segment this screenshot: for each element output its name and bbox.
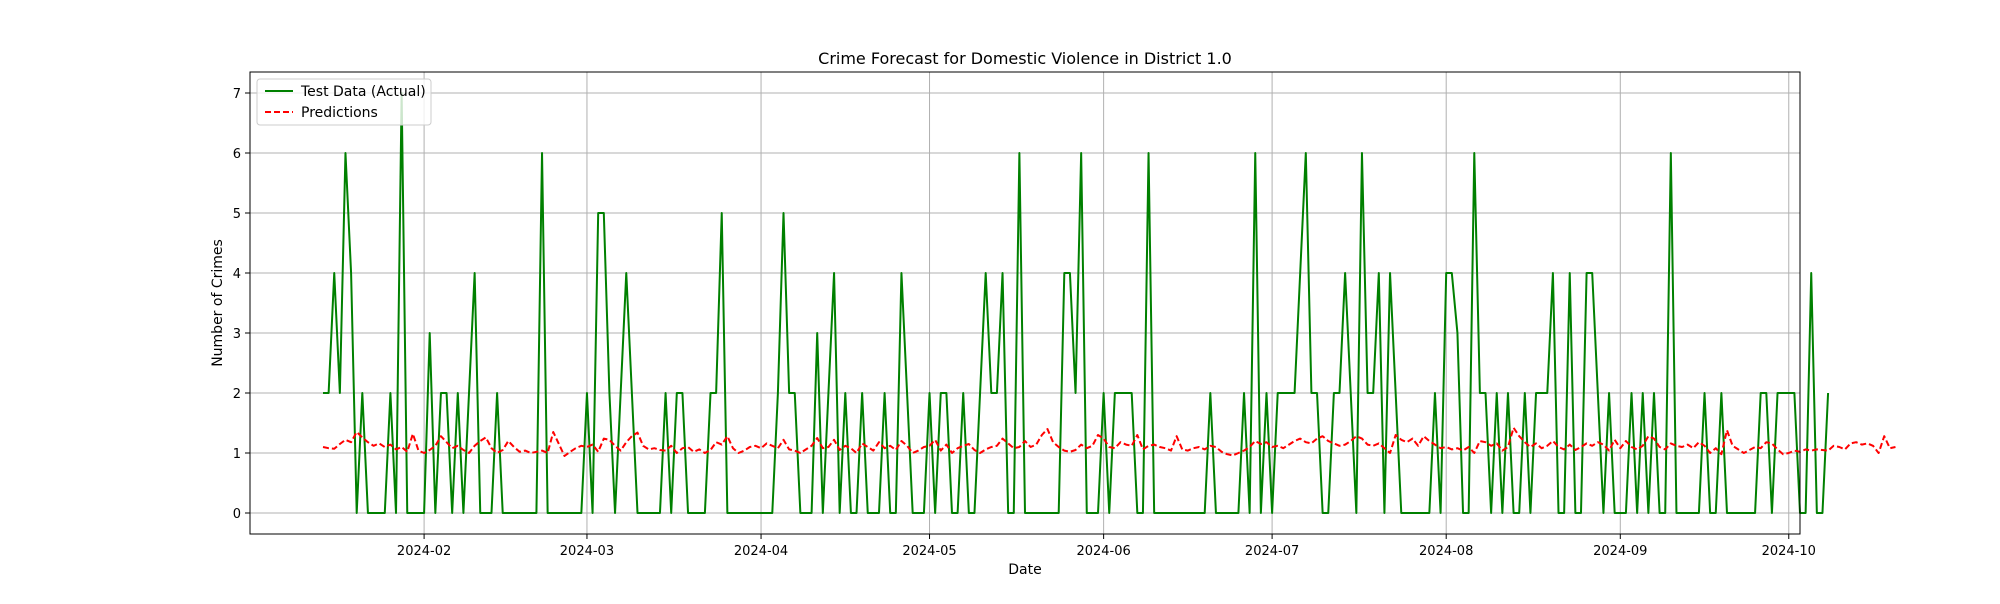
y-tick-label: 1 bbox=[233, 447, 241, 462]
x-tick-label: 2024-04 bbox=[734, 544, 788, 559]
y-tick-label: 2 bbox=[233, 387, 241, 402]
x-tick-label: 2024-06 bbox=[1076, 544, 1130, 559]
y-tick-label: 5 bbox=[233, 207, 241, 222]
y-axis-label: Number of Crimes bbox=[210, 239, 226, 367]
x-tick-label: 2024-02 bbox=[397, 544, 451, 559]
x-axis: 2024-02 2024-03 2024-04 2024-05 2024-06 2024-… bbox=[397, 534, 1816, 559]
plot-frame bbox=[249, 71, 1801, 535]
x-tick-label: 2024-10 bbox=[1762, 544, 1816, 559]
x-tick-label: 2024-05 bbox=[902, 544, 956, 559]
series-group bbox=[322, 92, 1896, 514]
x-tick-label: 2024-07 bbox=[1245, 544, 1299, 559]
y-tick-label: 3 bbox=[233, 327, 241, 342]
legend-label-actual: Test Data (Actual) bbox=[300, 84, 426, 100]
y-tick-label: 0 bbox=[233, 507, 241, 522]
y-axis: 0 1 2 3 4 5 6 7 bbox=[233, 87, 250, 522]
x-tick-label: 2024-03 bbox=[560, 544, 614, 559]
x-tick-label: 2024-09 bbox=[1593, 544, 1647, 559]
grid bbox=[250, 72, 1800, 534]
x-tick-label: 2024-08 bbox=[1419, 544, 1473, 559]
legend-box bbox=[256, 78, 432, 126]
chart-title: Crime Forecast for Domestic Violence in … bbox=[818, 49, 1232, 68]
legend-label-predictions: Predictions bbox=[301, 105, 378, 121]
legend: Test Data (Actual) Predictions bbox=[256, 78, 432, 126]
y-tick-label: 7 bbox=[233, 87, 241, 102]
series-line-actual bbox=[323, 92, 1830, 514]
x-axis-label: Date bbox=[1008, 562, 1041, 578]
series-line-predictions bbox=[322, 426, 1896, 457]
y-tick-label: 4 bbox=[233, 267, 241, 282]
y-tick-label: 6 bbox=[233, 147, 241, 162]
